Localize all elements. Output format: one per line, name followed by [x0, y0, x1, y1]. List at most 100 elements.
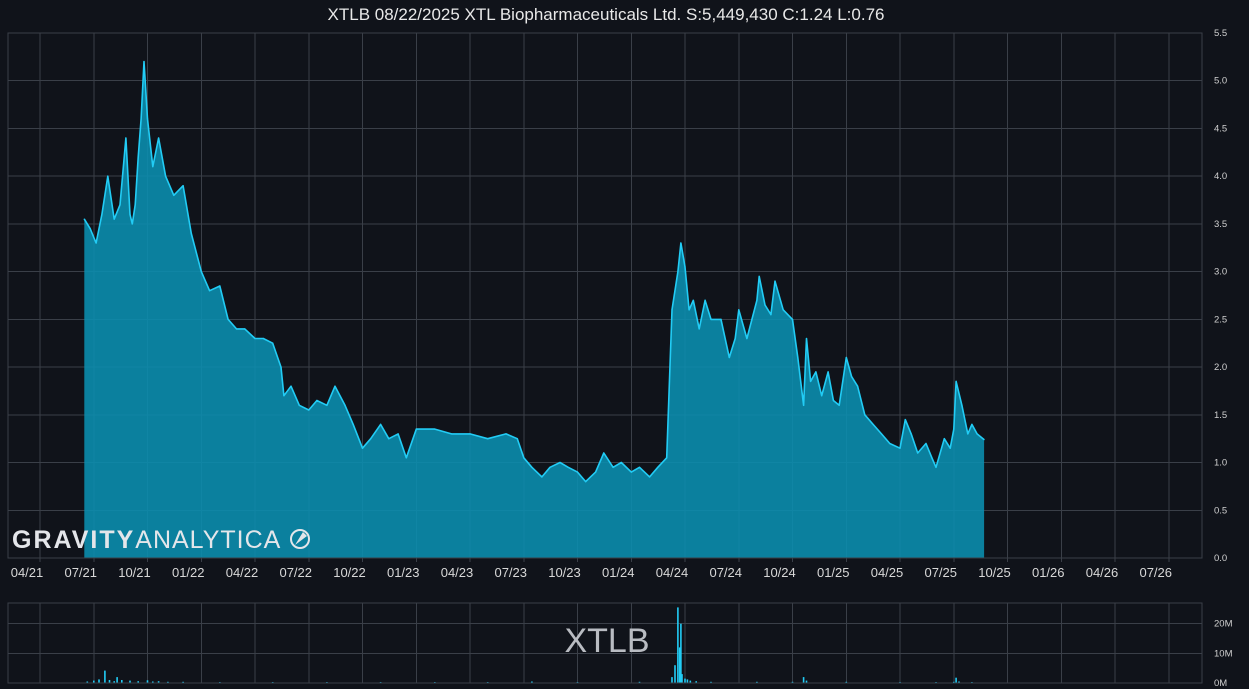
volume-bar — [116, 677, 118, 683]
x-tick-label: 07/21 — [64, 565, 97, 580]
x-tick-label: 01/24 — [602, 565, 635, 580]
volume-bar — [802, 677, 805, 683]
price-point — [803, 404, 805, 406]
x-axis: 04/21 07/21 10/21 01/22 04/22 07/22 10/22 01/23… — [11, 558, 1172, 580]
price-point — [152, 166, 154, 168]
volume-bar — [638, 681, 641, 683]
volume-bar — [953, 681, 955, 683]
price-point — [235, 328, 238, 330]
price-point — [361, 447, 364, 449]
price-point — [698, 328, 700, 330]
price-point — [889, 442, 891, 445]
volume-bar — [684, 678, 686, 683]
x-tick-label: 07/24 — [709, 565, 742, 580]
x-tick-label: 07/23 — [494, 565, 527, 580]
price-point — [791, 318, 794, 320]
price-point — [516, 438, 518, 440]
price-point — [720, 318, 722, 320]
price-point — [770, 314, 772, 316]
x-tick-label: 07/26 — [1139, 565, 1172, 580]
price-point — [125, 137, 127, 139]
price-point — [935, 466, 937, 468]
volume-bar — [98, 679, 100, 683]
price-point — [864, 414, 866, 416]
price-point — [95, 242, 97, 244]
price-point — [666, 457, 668, 459]
volume-bar — [955, 677, 957, 683]
price-point — [182, 185, 184, 187]
price-point — [630, 471, 632, 473]
volume-bar — [958, 681, 960, 683]
x-tick-label: 04/23 — [441, 565, 474, 580]
price-point — [308, 409, 310, 411]
price-y-tick-label: 2.0 — [1214, 362, 1227, 373]
volume-bar — [710, 681, 712, 683]
price-point — [415, 428, 417, 430]
price-point — [131, 223, 133, 225]
price-point — [283, 395, 285, 397]
price-point — [83, 218, 85, 220]
price-point — [734, 337, 736, 340]
price-point — [756, 299, 758, 301]
price-point — [728, 356, 730, 359]
price-y-axis: 0.0 0.5 1.0 1.5 2.0 2.5 3.0 3.5 4.0 4.5 5.0 5.5 — [1214, 28, 1227, 564]
price-point — [585, 481, 587, 483]
price-point — [244, 328, 246, 330]
x-tick-label: 01/22 — [172, 565, 205, 580]
price-point — [899, 447, 901, 449]
x-tick-label: 10/21 — [118, 565, 151, 580]
price-point — [370, 438, 372, 440]
price-point — [316, 399, 318, 402]
volume-y-axis: 0M 10M 20M — [1214, 619, 1233, 689]
x-tick-label: 01/23 — [387, 565, 420, 580]
price-y-tick-label: 5.5 — [1214, 28, 1227, 39]
price-point — [280, 366, 282, 368]
price-area-fill — [84, 61, 985, 558]
price-point — [880, 433, 883, 435]
volume-bar — [680, 623, 682, 683]
volume-bar — [182, 681, 184, 683]
price-point — [505, 433, 507, 435]
price-point — [684, 266, 686, 268]
gravity-analytica-logo: GRAVITYANALYTICA — [12, 526, 310, 554]
price-point — [487, 438, 489, 440]
price-point — [971, 423, 973, 425]
price-point — [832, 399, 835, 402]
price-point — [955, 380, 957, 382]
price-point — [352, 423, 354, 425]
price-point — [227, 318, 229, 320]
price-point — [612, 466, 614, 468]
volume-y-tick-label: 20M — [1214, 619, 1233, 630]
price-point — [397, 433, 399, 435]
logo-bold-text: GRAVITY — [12, 526, 135, 554]
price-point — [657, 466, 659, 468]
price-point — [146, 118, 149, 120]
price-point — [774, 280, 776, 282]
volume-bar — [671, 677, 673, 683]
price-point — [190, 232, 192, 235]
price-point — [89, 228, 91, 230]
x-tick-label: 07/22 — [279, 565, 312, 580]
volume-bar — [686, 679, 689, 683]
price-y-tick-label: 1.0 — [1214, 458, 1227, 469]
volume-plot-frame — [7, 602, 1203, 684]
price-point — [677, 271, 679, 273]
price-point — [113, 218, 115, 220]
price-point — [827, 371, 829, 373]
volume-bar — [113, 681, 115, 683]
price-y-tick-label: 3.0 — [1214, 267, 1227, 278]
volume-bar — [167, 681, 169, 683]
price-point — [137, 156, 139, 158]
price-point — [298, 404, 300, 406]
price-point — [917, 452, 919, 454]
price-point — [549, 466, 551, 468]
price-point — [649, 476, 651, 478]
price-point — [931, 457, 933, 459]
x-tick-label: 04/22 — [226, 565, 259, 580]
price-point — [688, 309, 690, 311]
price-point — [254, 337, 256, 340]
volume-bar — [86, 681, 89, 683]
price-point — [620, 461, 622, 464]
price-point — [782, 309, 784, 311]
price-point — [334, 385, 336, 387]
